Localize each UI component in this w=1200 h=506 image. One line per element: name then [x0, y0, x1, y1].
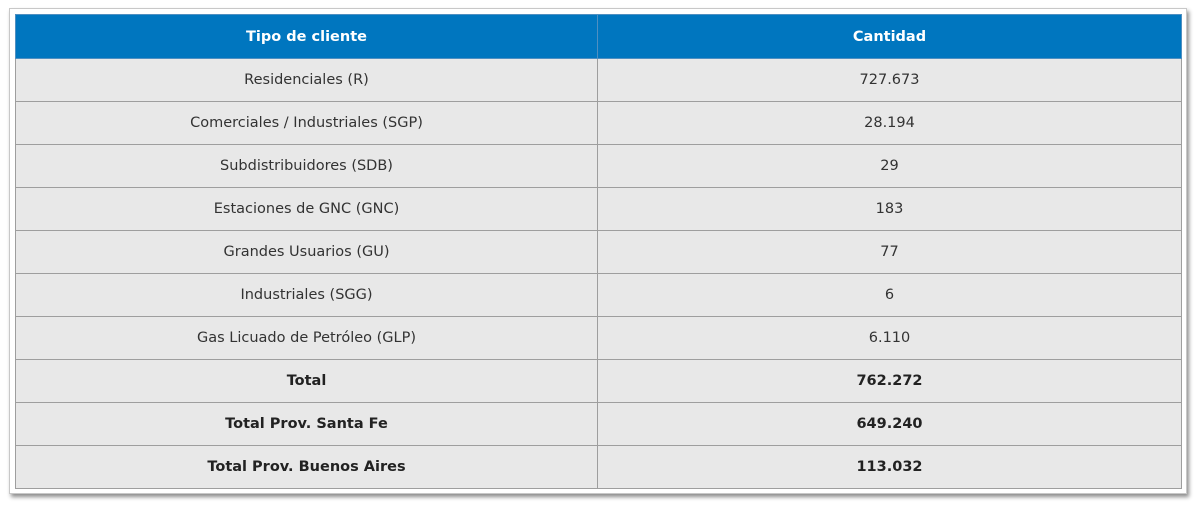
- table-container: Tipo de cliente Cantidad Residenciales (…: [9, 8, 1187, 494]
- table-row: Comerciales / Industriales (SGP) 28.194: [15, 101, 1182, 145]
- cell-cantidad: 6.110: [597, 316, 1182, 360]
- total-santa-fe-row: Total Prov. Santa Fe 649.240: [15, 402, 1182, 446]
- cell-tipo: Residenciales (R): [15, 58, 598, 102]
- header-cantidad: Cantidad: [597, 14, 1182, 59]
- cell-tipo: Industriales (SGG): [15, 273, 598, 317]
- client-type-table: Tipo de cliente Cantidad Residenciales (…: [15, 14, 1182, 489]
- cell-cantidad: 727.673: [597, 58, 1182, 102]
- total-row: Total 762.272: [15, 359, 1182, 403]
- header-tipo-de-cliente: Tipo de cliente: [15, 14, 598, 59]
- cell-tipo: Grandes Usuarios (GU): [15, 230, 598, 274]
- cell-tipo: Estaciones de GNC (GNC): [15, 187, 598, 231]
- table-row: Grandes Usuarios (GU) 77: [15, 230, 1182, 274]
- table-row: Estaciones de GNC (GNC) 183: [15, 187, 1182, 231]
- cell-total-value: 649.240: [597, 402, 1182, 446]
- table-header-row: Tipo de cliente Cantidad: [15, 14, 1182, 59]
- cell-cantidad: 29: [597, 144, 1182, 188]
- cell-total-value: 762.272: [597, 359, 1182, 403]
- table-row: Residenciales (R) 727.673: [15, 58, 1182, 102]
- cell-total-label: Total Prov. Santa Fe: [15, 402, 598, 446]
- cell-cantidad: 28.194: [597, 101, 1182, 145]
- cell-total-value: 113.032: [597, 445, 1182, 489]
- table-row: Subdistribuidores (SDB) 29: [15, 144, 1182, 188]
- cell-total-label: Total: [15, 359, 598, 403]
- cell-tipo: Subdistribuidores (SDB): [15, 144, 598, 188]
- cell-cantidad: 183: [597, 187, 1182, 231]
- table-row: Gas Licuado de Petróleo (GLP) 6.110: [15, 316, 1182, 360]
- cell-cantidad: 77: [597, 230, 1182, 274]
- cell-tipo: Comerciales / Industriales (SGP): [15, 101, 598, 145]
- cell-total-label: Total Prov. Buenos Aires: [15, 445, 598, 489]
- cell-cantidad: 6: [597, 273, 1182, 317]
- cell-tipo: Gas Licuado de Petróleo (GLP): [15, 316, 598, 360]
- total-buenos-aires-row: Total Prov. Buenos Aires 113.032: [15, 445, 1182, 489]
- table-row: Industriales (SGG) 6: [15, 273, 1182, 317]
